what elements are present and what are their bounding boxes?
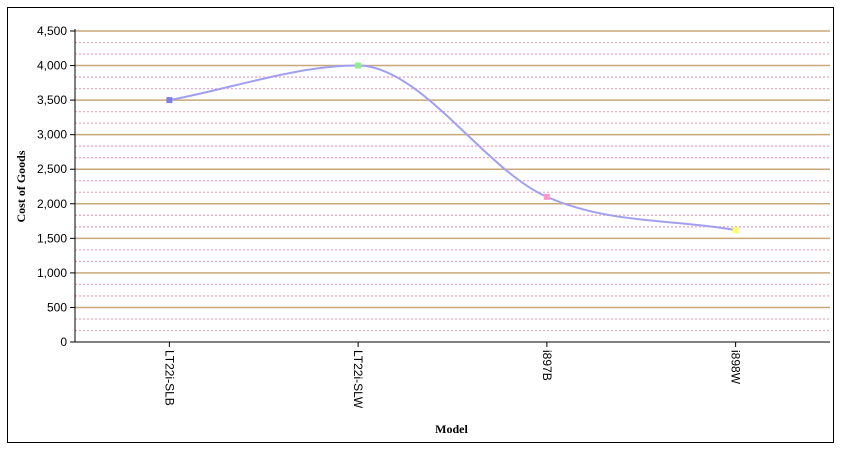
y-tick-label: 4,000 bbox=[37, 59, 67, 73]
y-tick-label: 2,000 bbox=[37, 197, 67, 211]
y-tick-label: 2,500 bbox=[37, 162, 67, 176]
data-point[interactable] bbox=[355, 62, 362, 69]
y-ticks: 0 500 1,000 1,500 2,000 2,500 3,000 3,500 4,000 4… bbox=[37, 24, 75, 349]
y-tick-label: 1,000 bbox=[37, 266, 67, 280]
data-point[interactable] bbox=[543, 193, 550, 200]
y-tick-label: 0 bbox=[60, 335, 67, 349]
x-tick-label: LT22i-SLB bbox=[162, 350, 176, 406]
x-ticks: LT22i-SLB LT22i-SLW i897B i898W bbox=[162, 342, 743, 409]
y-axis-title: Cost of Goods bbox=[14, 150, 28, 222]
axes bbox=[74, 29, 830, 343]
y-tick-label: 3,500 bbox=[37, 93, 67, 107]
data-point[interactable] bbox=[166, 97, 173, 104]
x-tick-label: i898W bbox=[729, 350, 743, 385]
y-tick-label: 1,500 bbox=[37, 231, 67, 245]
grid-lines bbox=[75, 30, 830, 332]
y-tick-label: 500 bbox=[47, 300, 67, 314]
x-axis-title: Model bbox=[435, 422, 468, 436]
x-tick-label: i897B bbox=[540, 350, 554, 381]
y-tick-label: 4,500 bbox=[37, 24, 67, 38]
y-tick-label: 3,000 bbox=[37, 128, 67, 142]
data-point[interactable] bbox=[732, 227, 739, 234]
x-tick-label: LT22i-SLW bbox=[351, 350, 365, 409]
series-line bbox=[169, 64, 736, 232]
series bbox=[166, 62, 739, 234]
